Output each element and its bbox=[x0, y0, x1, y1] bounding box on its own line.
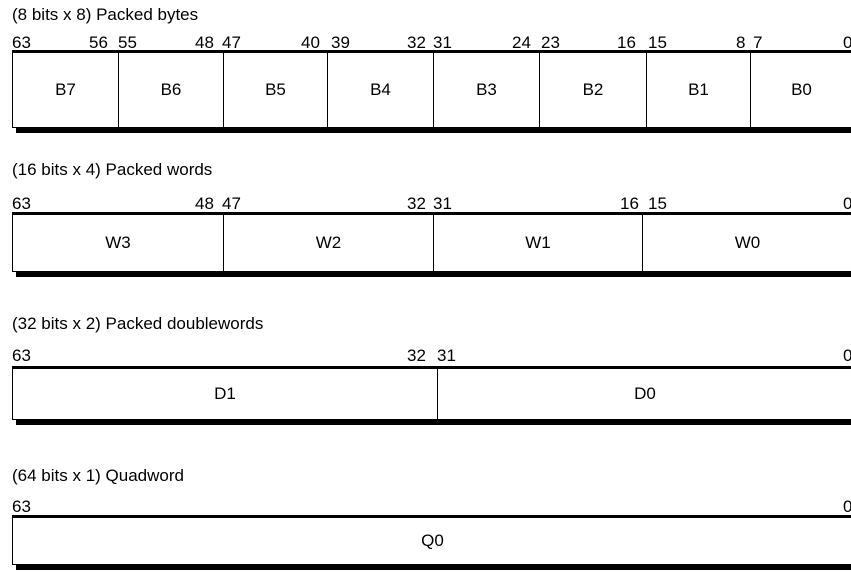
bit-position-label: 39 bbox=[331, 33, 350, 52]
bit-position-label: 48 bbox=[195, 33, 214, 52]
bit-position-label: 0 bbox=[843, 33, 851, 52]
data-element-cell: Q0 bbox=[421, 531, 444, 550]
bit-position-label: 31 bbox=[433, 194, 452, 213]
bit-position-label: 32 bbox=[407, 346, 426, 365]
register-box-shadow bbox=[16, 272, 851, 277]
bit-position-label: 40 bbox=[301, 33, 320, 52]
bit-position-label: 31 bbox=[437, 346, 456, 365]
bit-position-label: 23 bbox=[541, 33, 560, 52]
bit-position-label: 63 bbox=[12, 194, 31, 213]
bit-position-label: 56 bbox=[89, 33, 108, 52]
bit-position-label: 63 bbox=[12, 497, 31, 516]
section-title: (64 bits x 1) Quadword bbox=[12, 466, 184, 485]
data-element-cell: W2 bbox=[223, 215, 433, 271]
bit-position-label: 63 bbox=[12, 33, 31, 52]
bit-scale-rule bbox=[12, 212, 851, 214]
register-box-shadow bbox=[16, 128, 851, 133]
section-title: (16 bits x 4) Packed words bbox=[12, 160, 213, 179]
register-box: B7 B6 B5 B4 B3 B2 B1 B0 bbox=[12, 52, 851, 128]
bit-position-label: 47 bbox=[222, 33, 241, 52]
bit-position-label: 24 bbox=[512, 33, 531, 52]
bit-position-label: 32 bbox=[407, 33, 426, 52]
bit-position-label: 63 bbox=[12, 346, 31, 365]
bit-position-label: 31 bbox=[433, 33, 452, 52]
bit-position-label: 55 bbox=[118, 33, 137, 52]
bit-scale-rule bbox=[12, 366, 851, 368]
data-element-cell: B0 bbox=[750, 53, 851, 127]
bit-position-label: 15 bbox=[648, 194, 667, 213]
bit-scale-rule bbox=[12, 515, 851, 517]
section-title: (8 bits x 8) Packed bytes bbox=[12, 5, 199, 24]
data-element-cell: B1 bbox=[646, 53, 750, 127]
register-box: D1 D0 bbox=[12, 368, 851, 420]
bit-position-label: 8 bbox=[736, 33, 746, 52]
data-element-cell: W1 bbox=[433, 215, 642, 271]
bit-position-label: 15 bbox=[648, 33, 667, 52]
register-box: W3 W2 W1 W0 bbox=[12, 214, 851, 272]
bit-position-label: 16 bbox=[620, 194, 639, 213]
data-element-cell: B7 bbox=[55, 80, 76, 99]
data-element-cell: W0 bbox=[642, 215, 851, 271]
bit-scale-rule bbox=[12, 50, 851, 52]
bit-position-label: 32 bbox=[407, 194, 426, 213]
data-element-cell: B5 bbox=[223, 53, 327, 127]
bit-position-label: 16 bbox=[617, 33, 636, 52]
section-title: (32 bits x 2) Packed doublewords bbox=[12, 314, 264, 333]
register-box: Q0 bbox=[12, 517, 851, 565]
bit-position-label: 47 bbox=[222, 194, 241, 213]
data-element-cell: B2 bbox=[539, 53, 646, 127]
bit-position-label: 0 bbox=[843, 346, 851, 365]
bit-position-label: 7 bbox=[753, 33, 763, 52]
data-element-cell: B6 bbox=[118, 53, 223, 127]
data-element-cell: D0 bbox=[437, 369, 851, 419]
data-element-cell: W3 bbox=[105, 233, 131, 252]
data-element-cell: D1 bbox=[214, 384, 236, 403]
data-element-cell: B3 bbox=[433, 53, 539, 127]
register-box-shadow bbox=[16, 420, 851, 425]
bit-position-label: 0 bbox=[843, 497, 851, 516]
register-box-shadow bbox=[16, 565, 851, 570]
data-element-cell: B4 bbox=[327, 53, 433, 127]
bit-position-label: 0 bbox=[843, 194, 851, 213]
bit-position-label: 48 bbox=[195, 194, 214, 213]
